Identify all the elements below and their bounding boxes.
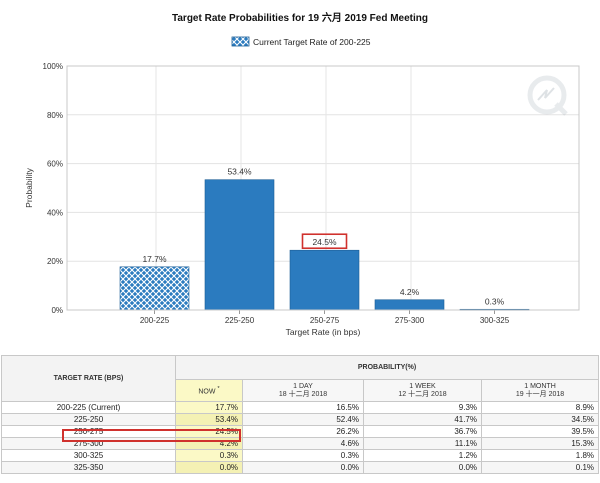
cell-probability: 24.5%: [175, 425, 243, 438]
y-axis-ticks: 0% 20% 40% 60% 80% 100%: [43, 62, 63, 315]
cell-probability: 34.5%: [480, 413, 600, 426]
chart-area: Target Rate Probabilities for 19 六月 2019…: [24, 11, 580, 337]
highlight-box-bar-label: [301, 233, 348, 250]
column-date: 18 十二月 2018: [278, 390, 328, 398]
bar-250-275[interactable]: [289, 249, 360, 311]
column-header-now[interactable]: NOW *: [175, 379, 243, 402]
column-footnote-mark: *: [217, 385, 220, 392]
table-row: 325-350 0.0% 0.0% 0.0% 0.1%: [1, 461, 600, 474]
table-row: 200-225 (Current) 17.7% 16.5% 9.3% 8.9%: [1, 401, 600, 414]
table-body: 200-225 (Current) 17.7% 16.5% 9.3% 8.9% 225-2…: [1, 401, 600, 474]
legend-swatch: [231, 36, 250, 47]
bar-value-label: 24.5%: [312, 237, 337, 247]
cell-target-rate: 250-275: [1, 425, 176, 438]
table-row: 275-300 4.2% 4.6% 11.1% 15.3%: [1, 437, 600, 450]
cell-probability: 0.0%: [363, 461, 482, 474]
bar-225-250[interactable]: [204, 179, 275, 311]
column-label: 1 DAY: [293, 382, 313, 390]
cell-probability: 0.0%: [242, 461, 364, 474]
cell-probability: 0.3%: [242, 449, 364, 462]
watermark-logo: [527, 75, 568, 116]
x-axis-ticks: 200-225 225-250 250-275 275-300 300-325: [140, 310, 510, 325]
column-header-1-month[interactable]: 1 MONTH 19 十一月 2018: [480, 379, 600, 402]
column-label: 1 WEEK: [409, 382, 436, 390]
cell-probability: 1.2%: [363, 449, 482, 462]
cell-probability: 41.7%: [363, 413, 482, 426]
plot-frame: [66, 65, 580, 311]
cell-probability: 53.4%: [175, 413, 243, 426]
cell-probability: 36.7%: [363, 425, 482, 438]
cell-probability: 8.9%: [480, 401, 600, 414]
cell-target-rate: 300-325: [1, 449, 176, 462]
y-tick-label: 20%: [47, 257, 63, 266]
chart-bars: [119, 179, 530, 311]
x-tick-label: 300-325: [480, 316, 510, 325]
y-tick-label: 40%: [47, 208, 63, 217]
cell-probability: 39.5%: [480, 425, 600, 438]
bar-value-label: 17.7%: [142, 254, 167, 264]
bar-275-300[interactable]: [374, 299, 445, 311]
cell-probability: 11.1%: [363, 437, 482, 450]
cell-target-rate: 200-225 (Current): [1, 401, 176, 414]
cell-probability: 17.7%: [175, 401, 243, 414]
cell-probability: 9.3%: [363, 401, 482, 414]
column-header-1-week[interactable]: 1 WEEK 12 十二月 2018: [363, 379, 482, 402]
cell-probability: 26.2%: [242, 425, 364, 438]
x-tick-label: 250-275: [310, 316, 340, 325]
cell-probability: 0.0%: [175, 461, 243, 474]
y-tick-label: 60%: [47, 160, 63, 169]
bar-200-225[interactable]: [119, 266, 190, 311]
cell-probability: 16.5%: [242, 401, 364, 414]
cell-probability: 15.3%: [480, 437, 600, 450]
x-tick-label: 225-250: [225, 316, 255, 325]
cell-probability: 4.2%: [175, 437, 243, 450]
bar-value-label: 0.3%: [485, 296, 505, 306]
chart-legend[interactable]: Current Target Rate of 200-225: [231, 36, 371, 47]
column-label: 1 MONTH: [524, 382, 556, 390]
header-probability: PROBABILITY(%): [174, 355, 600, 380]
probability-table: TARGET RATE (BPS) PROBABILITY(%) NOW * 1…: [1, 355, 600, 474]
y-tick-label: 80%: [47, 111, 63, 120]
x-tick-label: 275-300: [395, 316, 425, 325]
column-date: 12 十二月 2018: [398, 390, 447, 398]
cell-target-rate: 275-300: [1, 437, 176, 450]
bar-chart: Target Rate Probabilities for 19 六月 2019…: [24, 11, 580, 337]
cell-probability: 1.8%: [480, 449, 600, 462]
chart-title: Target Rate Probabilities for 19 六月 2019…: [172, 11, 428, 24]
column-date: 19 十一月 2018: [515, 390, 565, 398]
table-row: 225-250 53.4% 52.4% 41.7% 34.5%: [1, 413, 600, 426]
table-row: 300-325 0.3% 0.3% 1.2% 1.8%: [1, 449, 600, 462]
bar-value-label: 53.4%: [227, 167, 252, 177]
x-tick-label: 200-225: [140, 316, 170, 325]
y-tick-label: 100%: [43, 62, 63, 71]
column-label-now: NOW: [198, 388, 216, 396]
cell-probability: 0.1%: [480, 461, 600, 474]
x-axis-title: Target Rate (in bps): [286, 327, 361, 337]
cell-probability: 0.3%: [175, 449, 243, 462]
y-axis-title: Probability: [24, 167, 34, 207]
header-target-rate: TARGET RATE (BPS): [1, 355, 176, 402]
cell-target-rate: 325-350: [1, 461, 176, 474]
cell-probability: 4.6%: [242, 437, 364, 450]
cell-target-rate: 225-250: [1, 413, 176, 426]
legend-label: Current Target Rate of 200-225: [253, 37, 371, 47]
y-tick-label: 0%: [51, 306, 63, 315]
chart-value-labels: 17.7% 53.4% 24.5% 4.2% 0.3%: [142, 167, 504, 307]
bar-value-label: 4.2%: [400, 287, 420, 297]
table-row: 250-275 24.5% 26.2% 36.7% 39.5%: [1, 425, 600, 438]
cell-probability: 52.4%: [242, 413, 364, 426]
column-header-1-day[interactable]: 1 DAY 18 十二月 2018: [242, 379, 364, 402]
